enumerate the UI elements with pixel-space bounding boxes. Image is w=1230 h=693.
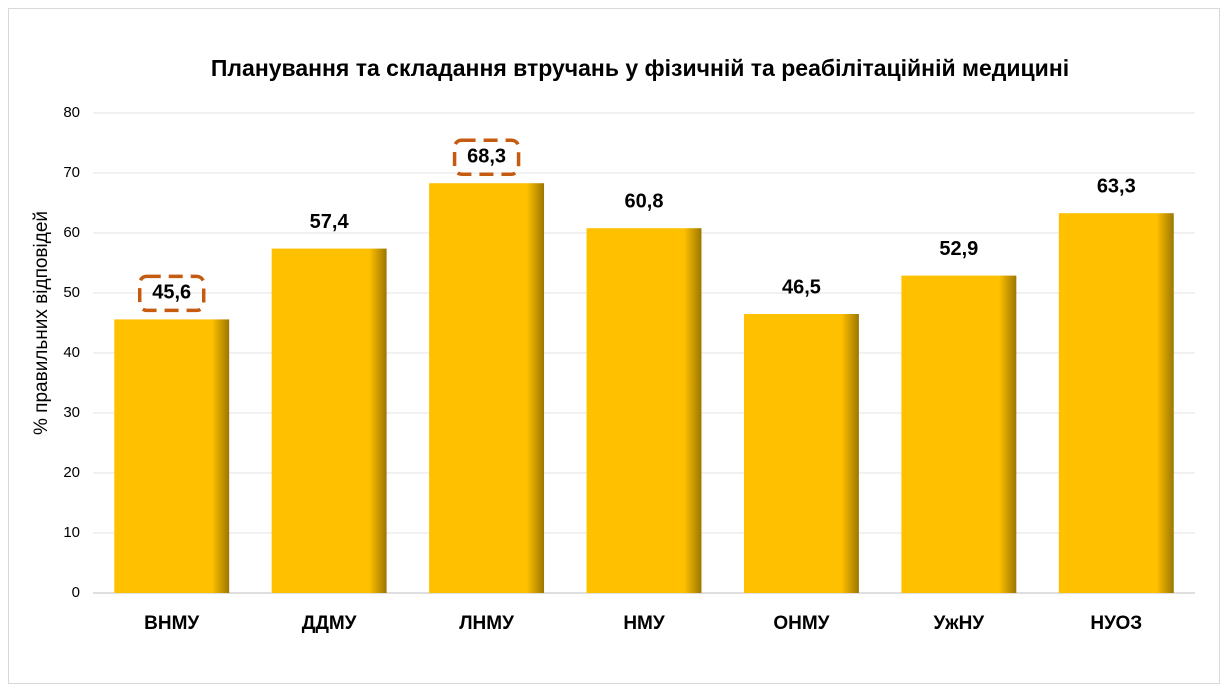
bar bbox=[586, 228, 702, 593]
y-axis-label: % правильних відповідей bbox=[31, 211, 52, 435]
x-tick-label: УжНУ bbox=[934, 613, 985, 634]
value-label: 46,5 bbox=[782, 276, 821, 298]
chart-title: Планування та складання втручань у фізич… bbox=[210, 55, 1070, 81]
y-tick-label: 30 bbox=[63, 404, 80, 421]
x-tick-label: ЛНМУ bbox=[459, 613, 514, 634]
bar bbox=[1058, 213, 1174, 593]
value-label: 52,9 bbox=[939, 238, 978, 260]
bar bbox=[271, 248, 387, 593]
y-tick-label: 20 bbox=[63, 464, 80, 481]
value-label: 57,4 bbox=[310, 211, 350, 233]
x-tick-label: ВНМУ bbox=[144, 613, 199, 634]
y-tick-label: 70 bbox=[63, 164, 80, 181]
x-tick-label: ДДМУ bbox=[302, 613, 357, 634]
value-label: 45,6 bbox=[152, 282, 191, 304]
value-label: 60,8 bbox=[625, 190, 664, 212]
y-tick-label: 80 bbox=[63, 104, 80, 121]
y-tick-label: 0 bbox=[72, 584, 80, 601]
bar bbox=[901, 275, 1017, 593]
y-tick-label: 60 bbox=[63, 224, 80, 241]
x-tick-label: ОНМУ bbox=[773, 613, 829, 634]
bar bbox=[429, 183, 545, 593]
value-label: 63,3 bbox=[1097, 175, 1136, 197]
bar bbox=[114, 319, 230, 593]
y-tick-label: 10 bbox=[63, 524, 80, 541]
y-tick-label: 50 bbox=[63, 284, 80, 301]
chart-frame bbox=[8, 8, 1220, 684]
bar bbox=[743, 314, 859, 593]
y-tick-label: 40 bbox=[63, 344, 80, 361]
value-label: 68,3 bbox=[467, 145, 506, 167]
highlight-box bbox=[452, 138, 521, 176]
highlight-box bbox=[137, 274, 206, 313]
x-tick-label: НМУ bbox=[623, 613, 665, 634]
x-tick-label: НУОЗ bbox=[1090, 613, 1142, 634]
